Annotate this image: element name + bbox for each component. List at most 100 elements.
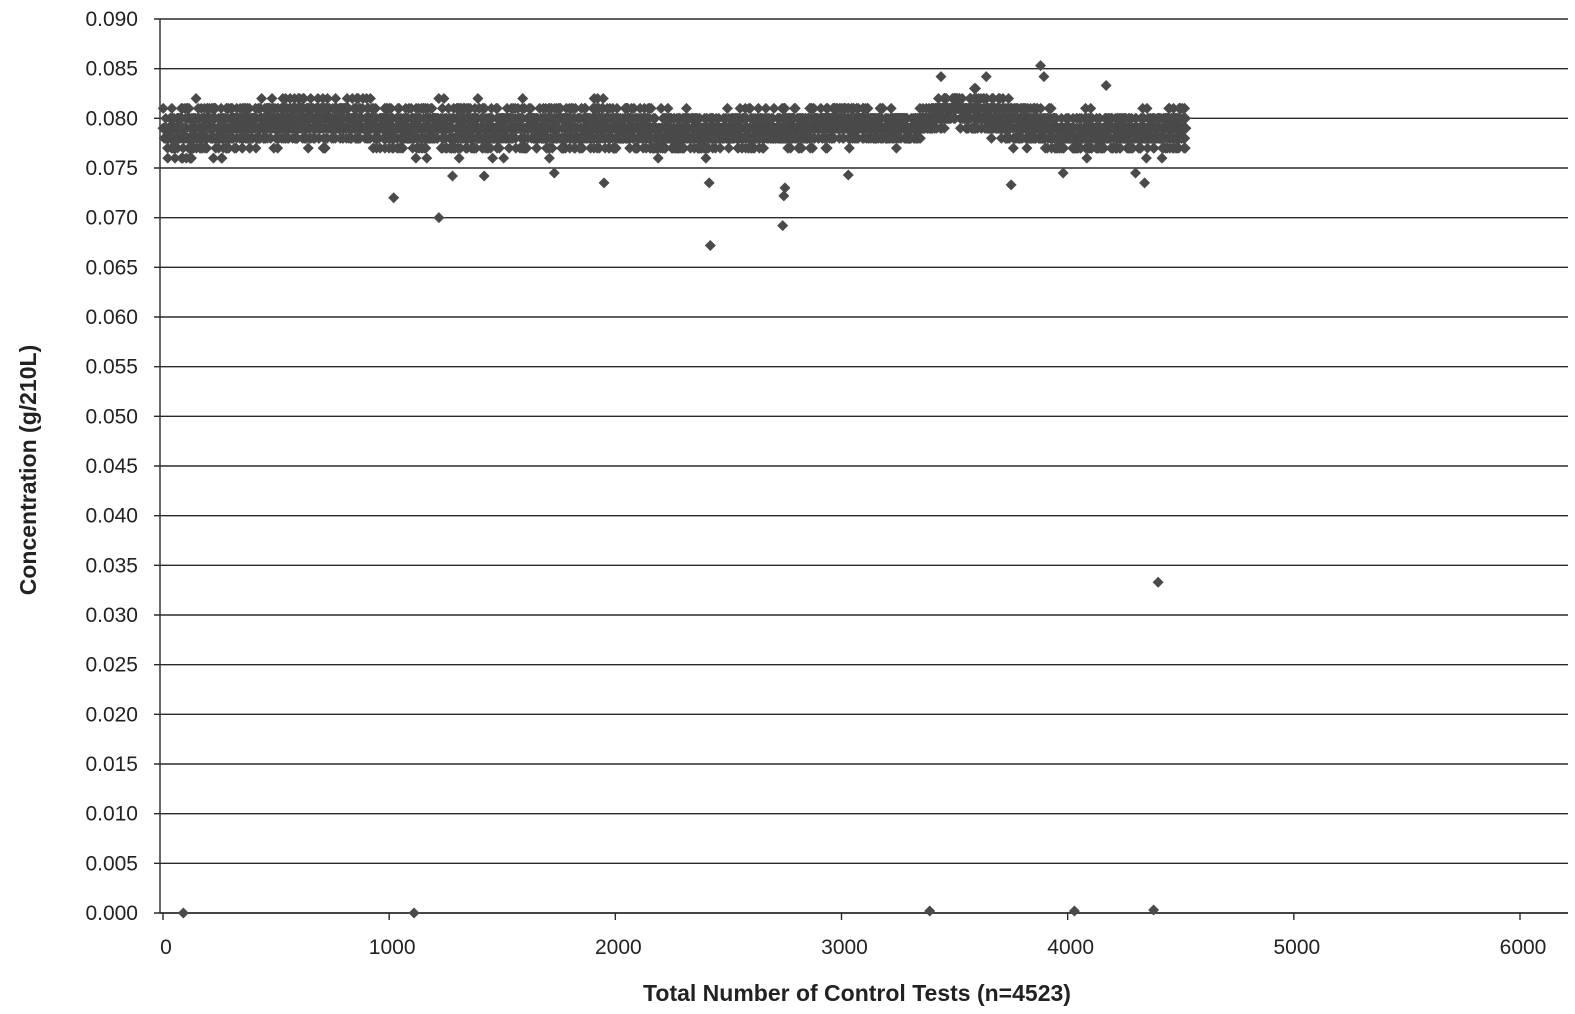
y-tick-label: 0.075 [85,157,138,180]
data-point [628,102,640,114]
data-point [785,142,797,154]
data-point [190,92,202,104]
data-point [821,142,833,154]
data-point [703,177,715,189]
data-point [678,142,690,154]
data-point [579,102,591,114]
data-point [393,102,405,114]
data-point [162,152,174,164]
data-point [548,167,560,179]
data-point [789,102,801,114]
x-tick-labels: 0 1000 2000 3000 4000 5000 6000 [160,936,1546,959]
data-point [954,122,966,134]
data-point [177,907,189,919]
data-point [985,132,997,144]
data-point [479,102,491,114]
data-point [183,102,195,114]
data-point [1085,102,1097,114]
data-point [546,142,558,154]
data-point [410,152,422,164]
data-point [778,190,790,202]
data-point [186,152,198,164]
data-point [932,92,944,104]
data-point [1148,142,1160,154]
data-point [421,152,433,164]
data-point [478,170,490,182]
data-point [1058,142,1070,154]
data-point [649,112,661,124]
data-point [1081,152,1093,164]
y-tick-label: 0.090 [85,8,138,31]
data-point [632,142,644,154]
data-point [1179,132,1191,144]
data-point [1038,71,1050,83]
data-point [610,142,622,154]
y-tick-label: 0.000 [85,902,138,925]
axes [159,19,1568,920]
data-point [862,102,874,114]
data-point [597,92,609,104]
data-point [1098,142,1110,154]
data-point [330,92,342,104]
data-point [997,92,1009,104]
data-point [302,142,314,154]
y-tick-label: 0.080 [85,107,138,130]
data-point [298,92,310,104]
data-point [938,122,950,134]
data-points [157,60,1192,919]
data-point [420,142,432,154]
data-point [319,142,331,154]
data-point [1007,142,1019,154]
data-point [843,142,855,154]
data-point [438,92,450,104]
data-point [662,102,674,114]
data-point [1180,122,1192,134]
data-point [1168,102,1180,114]
data-point [593,142,605,154]
data-point [768,102,780,114]
data-point [223,142,235,154]
data-point [1003,92,1015,104]
data-point [576,142,588,154]
data-point [446,170,458,182]
data-point [433,212,445,224]
data-point [1156,152,1168,164]
data-point [487,152,499,164]
data-point [472,92,484,104]
y-tick-label: 0.040 [85,505,138,528]
data-point [1130,167,1142,179]
data-point [1035,60,1047,72]
data-point [758,142,770,154]
y-tick-label: 0.010 [85,803,138,826]
data-point [779,102,791,114]
data-point [980,71,992,83]
data-point [970,83,982,95]
data-point [521,142,533,154]
data-point [796,142,808,154]
data-point [704,239,716,251]
data-point [1141,102,1153,114]
data-point [721,102,733,114]
data-point [842,169,854,181]
data-point [885,102,897,114]
data-point [493,142,505,154]
data-point [1045,102,1057,114]
data-point [1021,142,1033,154]
data-point [1100,80,1112,92]
y-tick-label: 0.020 [85,703,138,726]
data-point [1148,904,1160,916]
data-point [244,142,256,154]
data-point [503,142,515,154]
x-tick-label: 4000 [1047,936,1094,959]
data-point [207,152,219,164]
data-point [700,152,712,164]
x-axis-title: Total Number of Control Tests (n=4523) [643,980,1071,1006]
y-tick-label: 0.025 [85,654,138,677]
data-point [569,102,581,114]
data-point [169,152,181,164]
data-point [1179,112,1191,124]
data-point [752,102,764,114]
data-point [1035,102,1047,114]
data-point [680,102,692,114]
